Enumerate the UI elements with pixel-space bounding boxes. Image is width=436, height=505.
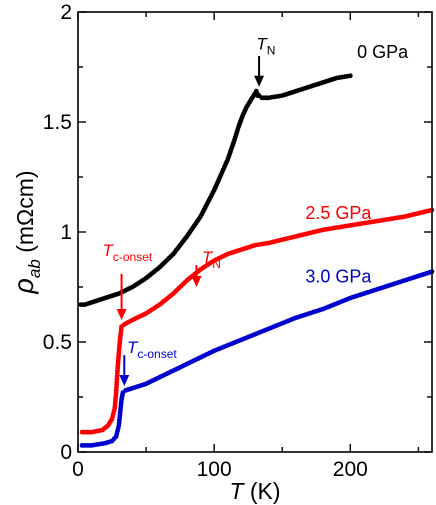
arrow-head-icon [191, 276, 201, 287]
x-tick-label: 100 [197, 458, 232, 481]
arrow-head-icon [117, 309, 127, 320]
tick-layer [78, 12, 432, 452]
y-tick-label: 0 [60, 441, 72, 464]
annotation-c-onset: Tc-onset [119, 338, 177, 386]
series-label: 2.5 GPa [305, 203, 372, 223]
x-tick-label: 200 [333, 458, 368, 481]
y-axis-title: ρab (mΩcm) [9, 170, 44, 294]
y-tick-label: 2 [60, 1, 72, 24]
data-point [348, 73, 353, 78]
y-tick-label: 1 [60, 221, 72, 244]
series-3-0-gpa [80, 269, 435, 448]
x-axis-title: T (K) [229, 478, 280, 504]
series-label: 3.0 GPa [305, 267, 372, 287]
annotation-label: Tc-onset [103, 241, 153, 264]
y-tick-label: 0.5 [43, 331, 72, 354]
series-label: 0 GPa [357, 42, 409, 62]
annotation-label: TN [256, 34, 275, 57]
arrow-head-icon [119, 375, 129, 386]
plot-frame [78, 12, 432, 452]
annotation-label: Tc-onset [127, 338, 177, 361]
y-tick-label: 1.5 [43, 111, 72, 134]
annotation-N: TN [254, 34, 275, 86]
x-tick-label: 0 [72, 458, 84, 481]
arrow-head-icon [254, 76, 264, 87]
series-2-5-gpa [80, 208, 435, 435]
